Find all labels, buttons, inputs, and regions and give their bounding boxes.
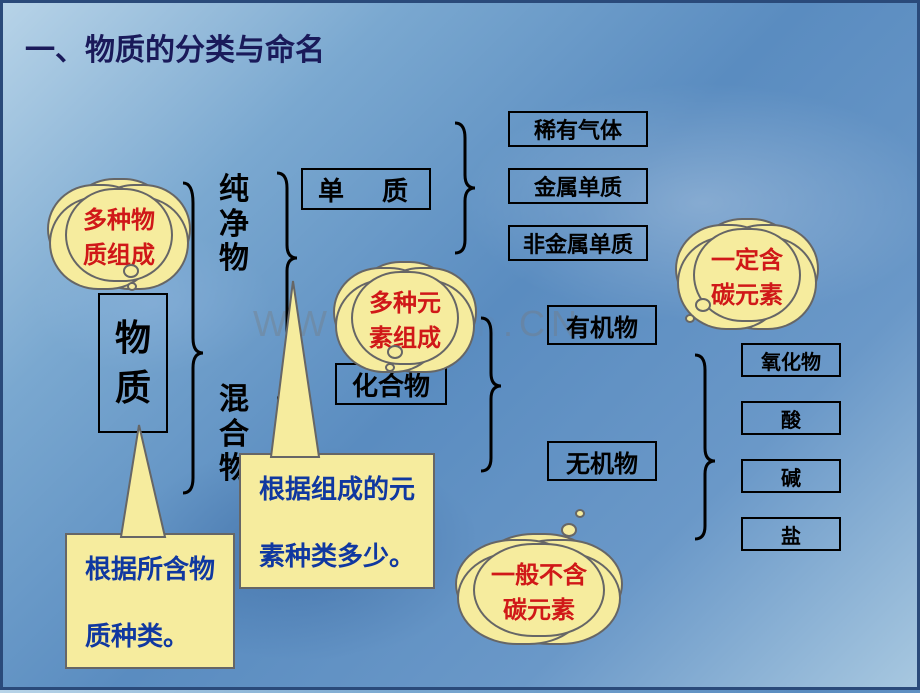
node-acid: 酸 [741, 401, 841, 435]
node-salt: 盐 [741, 517, 841, 551]
node-nonmetal-simple: 非金属单质 [508, 225, 648, 261]
page-title: 一、物质的分类与命名 [25, 25, 325, 69]
callout-pointer-icon [121, 425, 181, 537]
node-rare-gas: 稀有气体 [508, 111, 648, 147]
brace-compound [481, 318, 501, 471]
cloud-compound-def: 多种元 素组成 [351, 271, 459, 365]
callout-root-note: 根据所含物 质种类。 [65, 533, 235, 669]
brace-root [183, 183, 203, 493]
node-matter: 物质 [98, 293, 168, 433]
callout-pointer-icon [269, 281, 329, 457]
node-pure: 纯净物 [219, 173, 249, 277]
cloud-organic-def: 一定含 碳元素 [693, 228, 801, 322]
node-oxide: 氧化物 [741, 343, 841, 377]
node-organic: 有机物 [547, 305, 657, 345]
callout-pure-note: 根据组成的元 素种类多少。 [239, 453, 435, 589]
node-base: 碱 [741, 459, 841, 493]
node-metal-simple: 金属单质 [508, 168, 648, 204]
node-inorganic: 无机物 [547, 441, 657, 481]
cloud-inorganic-def: 一般不含 碳元素 [473, 543, 605, 637]
node-simple: 单 质 [301, 168, 431, 210]
brace-inorganic [695, 355, 715, 539]
cloud-mixture-def: 多种物 质组成 [65, 188, 173, 282]
brace-simple [455, 123, 475, 253]
